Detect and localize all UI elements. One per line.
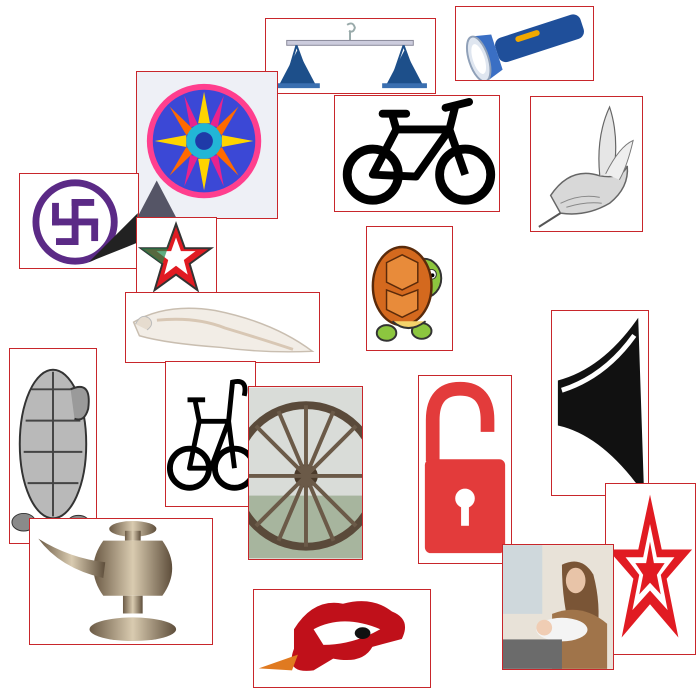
tile-outline-star [605,483,696,655]
swastika-circle-icon [32,179,138,265]
tile-open-padlock [418,375,512,564]
tile-scales [265,18,436,94]
tile-racing-bicycle [165,361,256,507]
trumpet-horn-icon [557,317,645,495]
rangoli-wheel-icon [137,72,277,218]
scales-icon [275,22,427,89]
tile-trumpet-horn [551,310,649,496]
tile-cart-wheel [248,386,363,560]
cartoon-turtle-icon [371,245,443,342]
tile-cartoon-turtle [366,226,453,351]
tile-bird-sketch [530,96,643,232]
tile-red-star [136,217,217,299]
tile-rooster-head [253,589,431,688]
bird-sketch-icon [538,105,634,228]
red-star-icon [137,220,215,293]
tile-oil-lamp [29,518,213,645]
flashlight-icon [465,14,584,80]
tile-rangoli-wheel [136,71,278,219]
tile-mother-baby-photo [502,544,614,670]
tortoise-sketch-icon [11,368,91,534]
open-padlock-icon [424,381,506,554]
tile-swastika-circle [19,173,139,269]
outline-star-icon [607,494,693,638]
conch-shell-icon [132,307,315,353]
mother-baby-photo-icon [503,545,613,669]
oil-lamp-icon [38,520,177,642]
tile-tortoise-sketch [9,348,97,544]
racing-bicycle-icon [166,379,255,491]
bicycle-icon [342,97,496,205]
tile-bicycle [334,95,500,212]
rooster-head-icon [258,601,406,671]
tile-conch-shell [125,292,320,363]
cart-wheel-icon [249,387,362,559]
tile-flashlight [455,6,594,81]
